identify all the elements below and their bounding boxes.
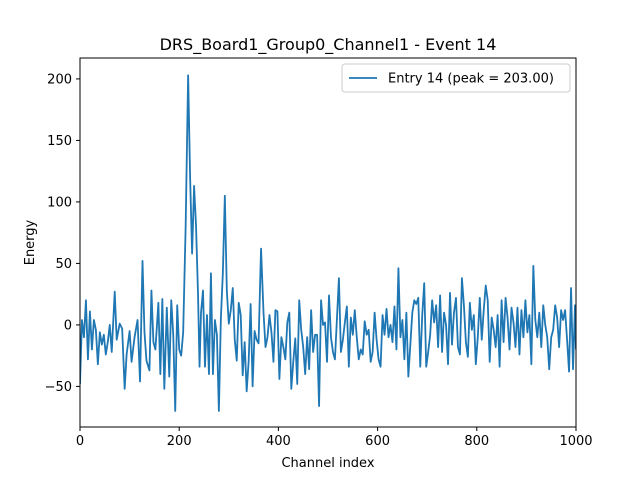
y-tick-label: 100 — [47, 195, 72, 210]
y-tick-label: 150 — [47, 134, 72, 149]
y-tick-label: 0 — [64, 318, 72, 333]
y-tick-label: 50 — [55, 257, 72, 272]
plot-area — [80, 74, 576, 412]
x-tick-label: 800 — [464, 434, 489, 449]
axes: 0 200 400 600 800 1000 −50 0 50 100 150 200 — [45, 57, 593, 449]
y-axis-label: Energy — [23, 219, 38, 265]
legend: Entry 14 (peak = 203.00) — [341, 63, 571, 93]
x-axis-label: Channel index — [281, 456, 374, 471]
x-tick-label: 0 — [76, 434, 84, 449]
axes-frame — [79, 57, 577, 428]
x-tick-label: 1000 — [559, 434, 592, 449]
legend-box — [341, 63, 571, 93]
series-line-0 — [80, 74, 576, 412]
y-tick-label: −50 — [45, 380, 72, 395]
x-tick-label: 400 — [266, 434, 291, 449]
chart-title: DRS_Board1_Group0_Channel1 - Event 14 — [160, 35, 497, 55]
x-tick-label: 200 — [167, 434, 192, 449]
legend-label-0: Entry 14 (peak = 203.00) — [388, 72, 554, 87]
x-tick-label: 600 — [365, 434, 390, 449]
y-tick-label: 200 — [47, 72, 72, 87]
